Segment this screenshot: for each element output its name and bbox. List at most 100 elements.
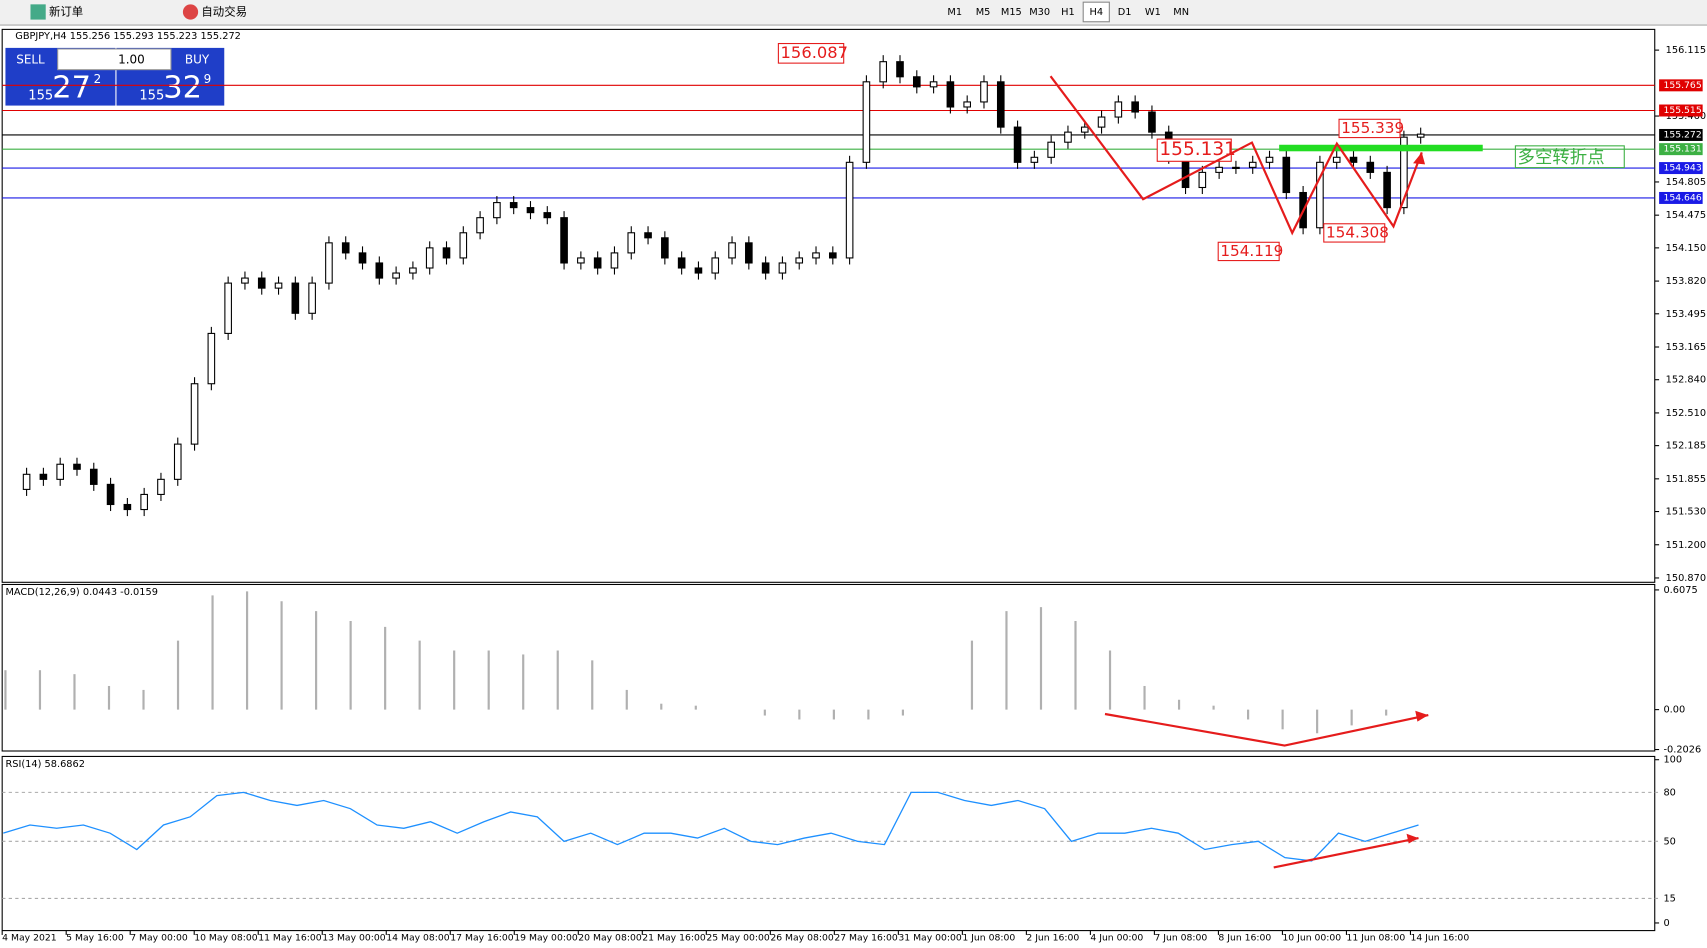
candle <box>425 247 434 269</box>
price-tick-label: 152.185 <box>1666 441 1706 452</box>
note-box <box>1514 145 1625 169</box>
candle <box>22 473 31 490</box>
sell-sup: 2 <box>94 72 102 86</box>
new-order[interactable]: 新订单 <box>49 4 83 18</box>
auto-trading[interactable]: 自动交易 <box>201 4 247 18</box>
candle <box>1282 156 1291 194</box>
candle <box>1366 161 1375 173</box>
price-tick-label: 155.460 <box>1666 111 1706 122</box>
timeframe[interactable]: D1 <box>1118 7 1132 18</box>
trade-panel: SELL BUY 1.00 155 27 2 155 32 9 <box>5 47 225 106</box>
level-tag-label: 155.131 <box>1663 144 1701 155</box>
candle <box>308 282 316 314</box>
date-label: 13 May 00:00 <box>322 933 386 944</box>
price-annotation: 154.308 <box>1326 223 1389 241</box>
main-chart-frame <box>1 28 1656 583</box>
candle <box>140 493 148 511</box>
buy-button[interactable]: BUY <box>185 52 210 66</box>
chart-header: GBPJPY,H4 155.256 155.293 155.223 155.27… <box>15 31 241 42</box>
price-annotation: 156.087 <box>781 43 848 62</box>
timeframe[interactable]: M15 <box>1001 7 1022 18</box>
toolbar <box>0 0 1707 26</box>
candle <box>745 242 753 264</box>
candle <box>963 101 971 108</box>
date-label: 19 May 00:00 <box>514 933 578 944</box>
candle <box>627 232 636 254</box>
candle <box>1349 156 1358 163</box>
candle <box>358 252 367 264</box>
sell-button[interactable]: SELL <box>16 52 45 66</box>
candle <box>56 463 64 480</box>
date-label: 2 Jun 16:00 <box>1026 933 1079 944</box>
buy-big: 155 <box>139 88 164 103</box>
turning-bar <box>1279 144 1483 152</box>
timeframe[interactable]: M30 <box>1029 7 1050 18</box>
candle <box>912 76 921 88</box>
lots-box[interactable] <box>57 48 172 71</box>
macd-arrow <box>1104 712 1429 747</box>
price-annotation-box <box>1323 223 1386 243</box>
timeframe[interactable]: MN <box>1173 7 1189 18</box>
date-label: 31 May 00:00 <box>898 933 962 944</box>
candle <box>1131 101 1139 113</box>
candle <box>543 212 552 219</box>
price-tick-label: 154.475 <box>1666 210 1706 221</box>
candle <box>577 257 585 264</box>
price-tick-label: 153.495 <box>1666 309 1706 320</box>
candle <box>1047 141 1055 158</box>
candle <box>39 473 48 480</box>
timeframe[interactable]: H1 <box>1061 7 1075 18</box>
candle <box>795 257 804 264</box>
price-annotation-box <box>1217 241 1280 262</box>
timeframe[interactable]: M1 <box>947 7 962 18</box>
rsi-tick-label: 100 <box>1663 755 1682 766</box>
buy-main: 32 <box>163 71 202 106</box>
candle <box>1013 126 1022 163</box>
macd-tick-label: 0.00 <box>1663 705 1685 716</box>
candle <box>1148 111 1156 133</box>
candle <box>1400 136 1408 209</box>
candle <box>812 252 820 259</box>
candle <box>862 81 871 163</box>
price-tick-label: 156.115 <box>1666 45 1706 56</box>
date-label: 11 May 16:00 <box>258 933 322 944</box>
date-label: 5 May 16:00 <box>66 933 124 944</box>
date-label: 20 May 08:00 <box>578 933 642 944</box>
level-tag <box>1659 143 1703 156</box>
timeframe[interactable]: W1 <box>1145 7 1161 18</box>
auto-trading-icon[interactable] <box>182 4 199 20</box>
price-tick-label: 150.870 <box>1666 573 1706 584</box>
price-tick-label: 153.820 <box>1666 276 1706 287</box>
price-tick-label: 154.150 <box>1666 243 1706 254</box>
macd-tick-label: -0.2026 <box>1663 745 1701 756</box>
candle <box>610 252 619 269</box>
candle <box>644 232 652 239</box>
level-tag <box>1659 128 1703 141</box>
candle <box>224 282 232 334</box>
price-tick-label: 154.805 <box>1666 177 1706 188</box>
candle <box>409 267 417 274</box>
date-label: 26 May 08:00 <box>770 933 834 944</box>
candle <box>1265 156 1274 163</box>
candle <box>1416 133 1425 138</box>
rsi-tick-label: 50 <box>1663 836 1675 847</box>
date-label: 27 May 16:00 <box>834 933 898 944</box>
date-label: 25 May 00:00 <box>706 933 770 944</box>
candle <box>341 242 350 254</box>
lots[interactable]: 1.00 <box>118 52 145 66</box>
timeframe[interactable]: M5 <box>976 7 991 18</box>
timeframe[interactable]: H4 <box>1089 7 1103 18</box>
candle <box>1316 161 1324 229</box>
candle <box>1080 126 1089 133</box>
candle <box>106 483 115 506</box>
candle <box>946 81 955 108</box>
new-order-icon[interactable] <box>30 4 46 20</box>
candle <box>1215 166 1223 173</box>
candle <box>694 267 703 274</box>
macd-label: MACD(12,26,9) 0.0443 -0.0159 <box>5 587 158 598</box>
candle <box>1383 171 1391 209</box>
price-annotation: 155.131 <box>1159 139 1236 160</box>
level-tag <box>1659 162 1703 175</box>
